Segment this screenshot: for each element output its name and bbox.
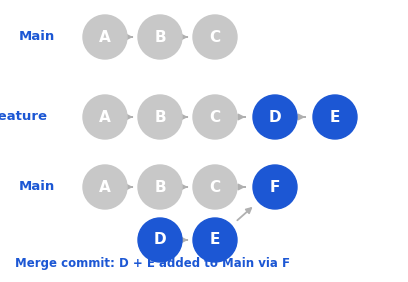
Circle shape: [193, 218, 237, 262]
Circle shape: [138, 15, 182, 59]
Text: B: B: [154, 30, 166, 45]
Text: D: D: [269, 109, 281, 124]
Text: A: A: [99, 109, 111, 124]
Circle shape: [313, 95, 357, 139]
Text: Merge commit: D + E added to Main via F: Merge commit: D + E added to Main via F: [15, 257, 290, 270]
Text: E: E: [210, 232, 220, 248]
Text: A: A: [99, 180, 111, 195]
Circle shape: [83, 95, 127, 139]
Circle shape: [138, 95, 182, 139]
Text: B: B: [154, 180, 166, 195]
Circle shape: [83, 15, 127, 59]
Text: C: C: [209, 180, 221, 195]
Circle shape: [253, 165, 297, 209]
Circle shape: [193, 165, 237, 209]
Text: C: C: [209, 109, 221, 124]
Text: E: E: [330, 109, 340, 124]
Text: A: A: [99, 30, 111, 45]
Text: D: D: [154, 232, 166, 248]
Circle shape: [138, 218, 182, 262]
Circle shape: [83, 165, 127, 209]
Text: Main: Main: [19, 30, 55, 43]
Circle shape: [193, 15, 237, 59]
Text: Main: Main: [19, 180, 55, 193]
Circle shape: [253, 95, 297, 139]
Text: B: B: [154, 109, 166, 124]
Circle shape: [193, 95, 237, 139]
Text: Feature: Feature: [0, 111, 48, 124]
Circle shape: [138, 165, 182, 209]
Text: F: F: [270, 180, 280, 195]
Text: C: C: [209, 30, 221, 45]
